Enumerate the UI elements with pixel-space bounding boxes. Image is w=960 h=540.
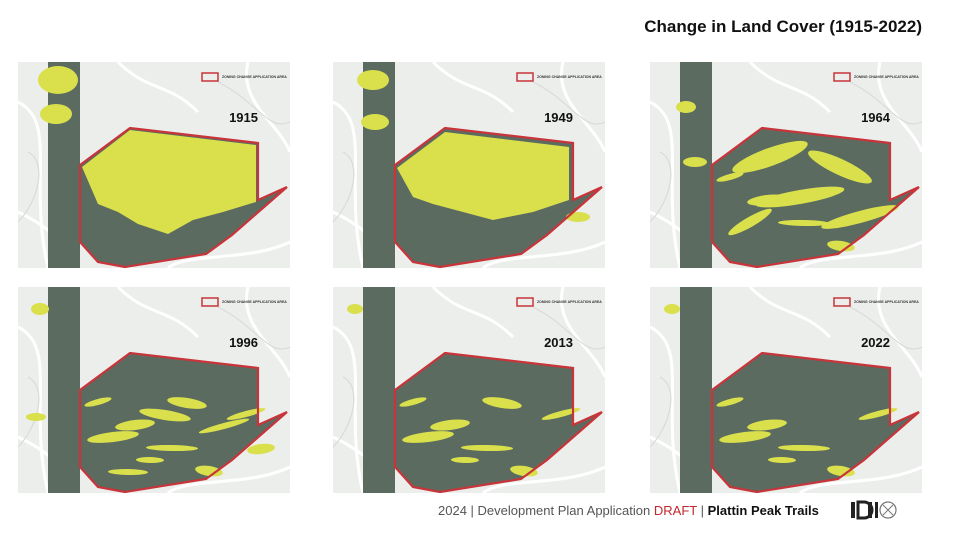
vegetation-patch bbox=[732, 140, 808, 174]
vegetation-patch bbox=[858, 408, 898, 420]
vegetation-patch bbox=[566, 212, 590, 222]
vegetation-patch bbox=[719, 431, 771, 443]
legend-label: ZONING CHANGE APPLICATION AREA bbox=[537, 300, 602, 304]
vegetation-patch bbox=[397, 132, 569, 220]
vegetation-patch bbox=[778, 444, 830, 452]
vegetation-patch bbox=[716, 172, 744, 182]
footer: 2024 | Development Plan Application DRAF… bbox=[438, 503, 819, 518]
legend-label: ZONING CHANGE APPLICATION AREA bbox=[222, 300, 287, 304]
vegetation-patch bbox=[821, 205, 899, 229]
vegetation-patch bbox=[115, 419, 155, 431]
vegetation-patch bbox=[108, 468, 148, 476]
map-panel: ZONING CHANGE APPLICATION AREA 1915 bbox=[16, 60, 292, 270]
legend-label: ZONING CHANGE APPLICATION AREA bbox=[222, 75, 287, 79]
logo bbox=[851, 500, 897, 520]
panel-year: 1949 bbox=[544, 110, 573, 125]
vegetation-patch bbox=[146, 444, 198, 452]
vegetation-patch bbox=[195, 465, 223, 477]
vegetation-patch bbox=[198, 418, 250, 434]
vegetation-patch bbox=[768, 456, 796, 464]
vegetation-patch bbox=[26, 413, 46, 421]
vegetation-patch bbox=[676, 101, 696, 113]
panel-year: 2013 bbox=[544, 335, 573, 350]
map-panel: ZONING CHANGE APPLICATION AREA 2013 bbox=[331, 285, 607, 495]
application-area bbox=[78, 351, 288, 494]
vegetation-patch bbox=[482, 397, 522, 409]
map-panel: ZONING CHANGE APPLICATION AREA 1964 bbox=[648, 60, 924, 270]
legend-label: ZONING CHANGE APPLICATION AREA bbox=[854, 300, 919, 304]
vegetation-patch bbox=[451, 456, 479, 464]
vegetation-patch bbox=[747, 194, 787, 206]
panel-year: 1964 bbox=[861, 110, 891, 125]
vegetation-patch bbox=[827, 240, 855, 252]
vegetation-patch bbox=[361, 114, 389, 130]
vegetation-patch bbox=[683, 157, 707, 167]
footer-project: Plattin Peak Trails bbox=[708, 503, 819, 518]
vegetation-patch bbox=[139, 408, 191, 422]
vegetation-patch bbox=[167, 397, 207, 409]
slide-title: Change in Land Cover (1915-2022) bbox=[644, 17, 922, 36]
application-area bbox=[710, 126, 920, 269]
vegetation-patch bbox=[40, 104, 72, 124]
vegetation-patch bbox=[728, 208, 772, 236]
map-grid: ZONING CHANGE APPLICATION AREA1915ZONING… bbox=[16, 60, 924, 495]
footer-separator: | bbox=[701, 503, 704, 518]
vegetation-patch bbox=[38, 66, 78, 94]
legend-swatch bbox=[833, 297, 851, 307]
vegetation-patch bbox=[716, 397, 744, 407]
footer-text: 2024 | Development Plan Application bbox=[438, 503, 650, 518]
legend-swatch bbox=[516, 72, 534, 82]
legend-swatch bbox=[516, 297, 534, 307]
legend-swatch bbox=[201, 297, 219, 307]
vegetation-patch bbox=[84, 397, 112, 407]
vegetation-patch bbox=[399, 397, 427, 407]
vegetation-patch bbox=[778, 219, 830, 227]
vegetation-patch bbox=[510, 465, 538, 477]
footer-status: DRAFT bbox=[654, 503, 697, 518]
panel-year: 2022 bbox=[861, 335, 890, 350]
vegetation-patch bbox=[357, 70, 389, 90]
vegetation-patch bbox=[226, 408, 266, 420]
application-area bbox=[78, 126, 288, 269]
legend-swatch bbox=[201, 72, 219, 82]
application-area bbox=[393, 351, 603, 494]
vegetation-patch bbox=[82, 130, 256, 234]
application-area bbox=[393, 126, 603, 269]
vegetation-patch bbox=[808, 150, 872, 184]
vegetation-patch bbox=[430, 419, 470, 431]
vegetation-patch bbox=[136, 456, 164, 464]
map-panel: ZONING CHANGE APPLICATION AREA 1996 bbox=[16, 285, 292, 495]
map-panel: ZONING CHANGE APPLICATION AREA 1949 bbox=[331, 60, 607, 270]
vegetation-patch bbox=[247, 443, 275, 455]
panel-year: 1915 bbox=[229, 110, 258, 125]
vegetation-patch bbox=[31, 303, 49, 315]
application-area bbox=[710, 351, 920, 494]
vegetation-patch bbox=[541, 408, 581, 420]
vegetation-patch bbox=[402, 431, 454, 443]
vegetation-patch bbox=[87, 431, 139, 443]
legend-label: ZONING CHANGE APPLICATION AREA bbox=[537, 75, 602, 79]
panel-year: 1996 bbox=[229, 335, 258, 350]
legend-label: ZONING CHANGE APPLICATION AREA bbox=[854, 75, 919, 79]
map-panel: ZONING CHANGE APPLICATION AREA 2022 bbox=[648, 285, 924, 495]
vegetation-patch bbox=[747, 419, 787, 431]
vegetation-patch bbox=[347, 304, 363, 314]
legend-swatch bbox=[833, 72, 851, 82]
vegetation-patch bbox=[664, 304, 680, 314]
vegetation-patch bbox=[827, 465, 855, 477]
vegetation-patch bbox=[461, 444, 513, 452]
